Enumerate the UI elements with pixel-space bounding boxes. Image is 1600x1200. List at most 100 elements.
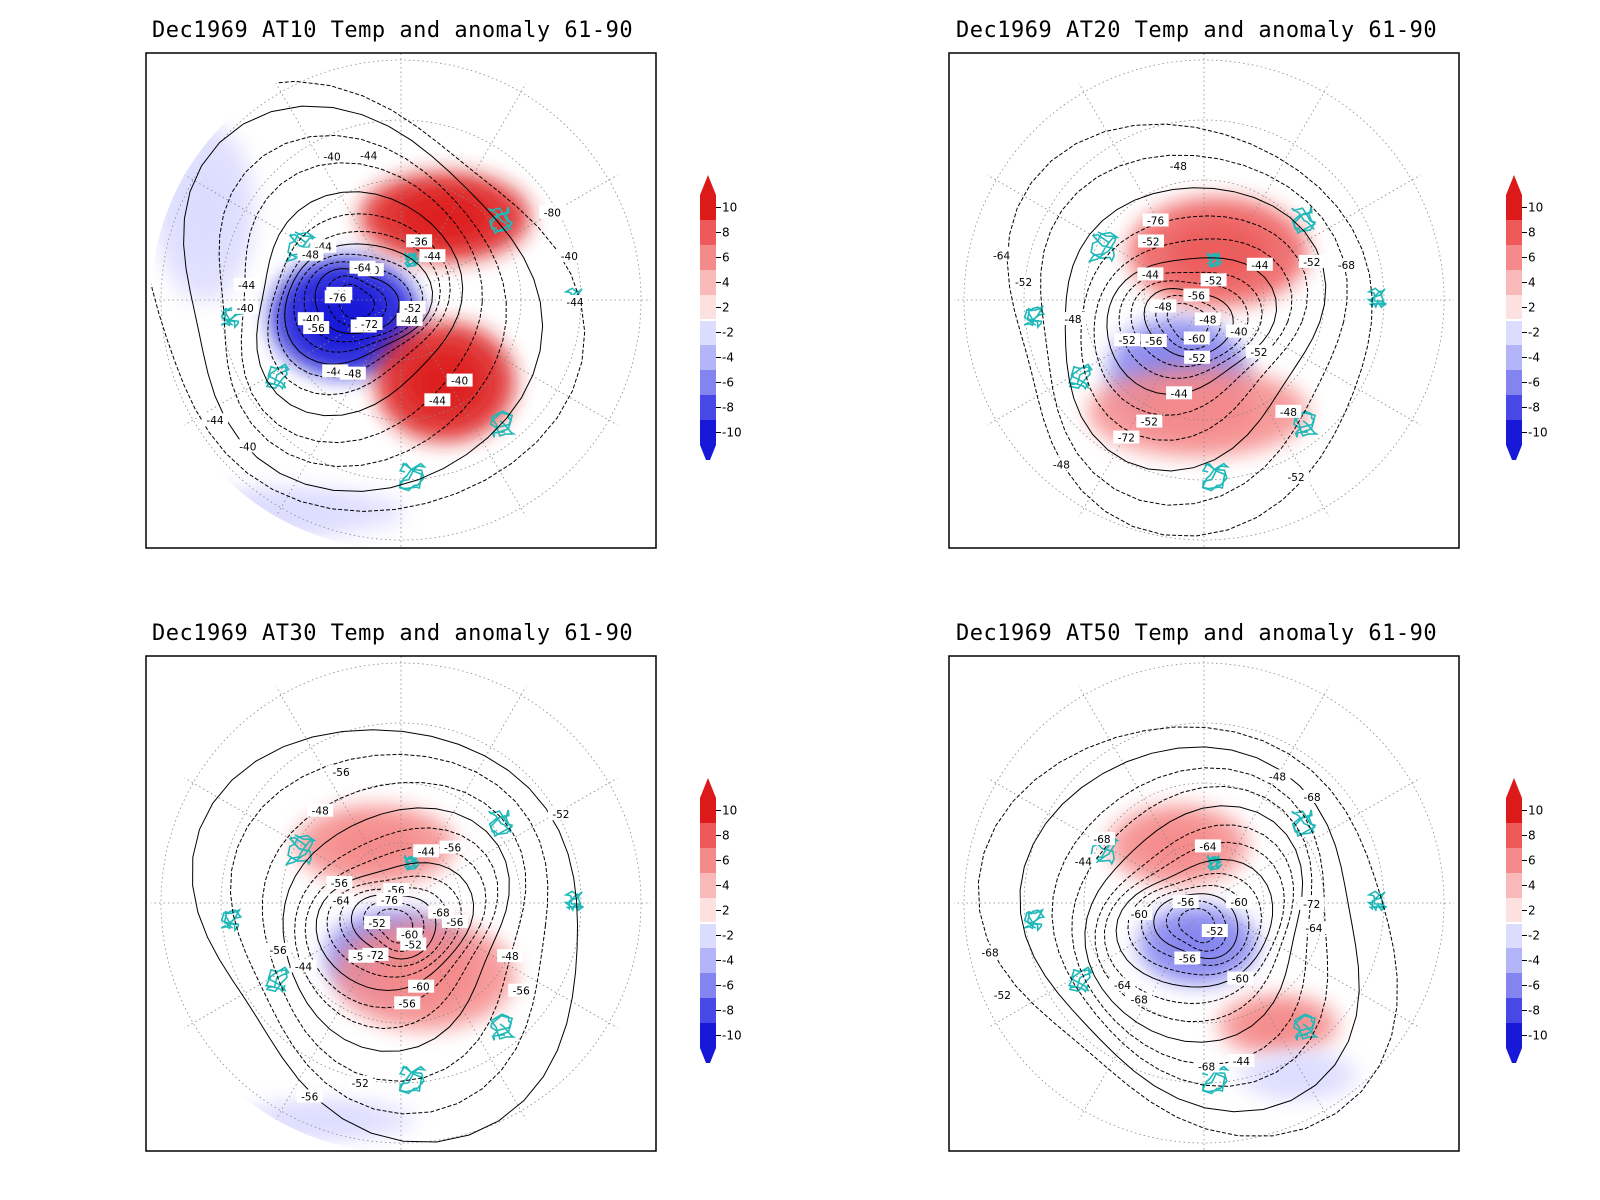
- isotherm: [1118, 271, 1263, 379]
- colorbar-label: -8: [1528, 401, 1540, 415]
- isotherm: [293, 253, 424, 353]
- contour-label-bg: [977, 945, 1004, 959]
- contour-label: -64: [333, 896, 350, 908]
- contour-label: -56: [301, 1092, 318, 1104]
- colorbar-label: 4: [722, 276, 730, 290]
- contour-label: -56: [270, 945, 287, 957]
- colorbar-label: -10: [722, 426, 742, 440]
- contour-label: -52: [1206, 926, 1223, 938]
- colorbar-swatch: [700, 220, 716, 245]
- contour-label: -76: [381, 895, 398, 907]
- contour-label-bg: [319, 149, 346, 163]
- isotherm: [183, 105, 544, 492]
- contour-label: -44: [401, 315, 418, 327]
- colorbar-swatch: [1506, 923, 1522, 948]
- contour-label: -44: [206, 415, 223, 427]
- isotherm: [1071, 785, 1313, 1065]
- contour-label-bg: [339, 366, 366, 380]
- colorbar-swatch: [1506, 998, 1522, 1023]
- contour-label: -40: [561, 251, 578, 263]
- contour-label: -44: [429, 395, 446, 407]
- cold-anomaly-core: [219, 498, 351, 526]
- contour-label: -60: [1232, 974, 1249, 986]
- colorbar-min-arrow: [700, 1048, 716, 1063]
- isotherm: [294, 827, 499, 1030]
- colorbar-max-arrow: [700, 175, 716, 195]
- contour-label-bg: [539, 205, 566, 219]
- warm-anomaly-core: [1139, 823, 1217, 867]
- contour-label-bg: [307, 803, 334, 817]
- map-frame: [948, 655, 1460, 1152]
- colorbar-label: 2: [1528, 904, 1536, 918]
- contour-label: -48: [344, 369, 361, 381]
- colorbar-swatch: [1506, 420, 1522, 445]
- warm-anomaly-core: [331, 823, 419, 867]
- contour-label: -44: [295, 961, 312, 973]
- colorbar-swatch: [700, 948, 716, 973]
- graticule: [151, 655, 651, 1152]
- contour-label-bg: [424, 393, 451, 407]
- contour-label: -52: [1015, 277, 1032, 289]
- contour-label-bg: [364, 916, 391, 930]
- contour-labels: -56-56-56-56-56-56-56-56-56-56-52-52-52-…: [265, 764, 574, 1104]
- contour-label: -80: [544, 208, 561, 220]
- contour-label: -44: [418, 846, 435, 858]
- colorbar-swatch: [700, 998, 716, 1023]
- colorbar-label: -6: [1528, 376, 1540, 390]
- colorbar-zero-band: [700, 922, 716, 924]
- colorbar-label: -4: [722, 954, 734, 968]
- contour-label-bg: [1201, 924, 1228, 937]
- isotherm: [1165, 900, 1227, 952]
- map-disk: -68-68-68-68-64-64-64-60-60-60-56-56-52-…: [954, 655, 1454, 1152]
- isotherm: [267, 213, 451, 396]
- contour-label-bg: [296, 1089, 323, 1103]
- contour-label: -52: [1142, 237, 1159, 249]
- contour-label: -68: [1198, 1062, 1215, 1074]
- coastlines: [1023, 206, 1388, 492]
- isotherm: [1153, 893, 1239, 960]
- colorbar-swatch: [700, 295, 716, 320]
- colorbar-swatch: [700, 898, 716, 923]
- contour-label-bg: [1070, 854, 1097, 868]
- colorbar-swatch: [700, 798, 716, 823]
- isotherm: [1140, 884, 1250, 966]
- panel-title-at10: Dec1969 AT10 Temp and anomaly 61-90: [152, 18, 634, 43]
- contour-label: -48: [1199, 314, 1216, 326]
- contour-label-bg: [265, 942, 292, 956]
- contour-label-bg: [1264, 769, 1291, 783]
- contour-label-bg: [1114, 333, 1141, 347]
- contour-label-bg: [234, 439, 261, 453]
- contour-label: -44: [238, 280, 255, 292]
- cold-anomaly-core: [275, 1109, 375, 1131]
- colorbar-label: -10: [1528, 1029, 1548, 1043]
- graticule: [954, 52, 1454, 549]
- contour-label: -56: [333, 767, 350, 779]
- colorbar-label: 6: [722, 854, 730, 868]
- contour-label: -68: [1093, 834, 1110, 846]
- contour-label: -52: [994, 990, 1011, 1002]
- colorbar-label: -8: [722, 401, 734, 415]
- contour-label: -48: [1280, 407, 1297, 419]
- contour-label: -52: [1141, 417, 1158, 429]
- contour-label-bg: [1089, 832, 1115, 845]
- contour-label: -40: [239, 441, 256, 453]
- colorbar-max-arrow: [700, 778, 716, 798]
- contour-label: -52: [1205, 275, 1222, 287]
- map-frame: [948, 52, 1460, 549]
- warm-anomaly-core: [1245, 1008, 1311, 1042]
- colorbar-swatch: [1506, 823, 1522, 848]
- contour-label: -56: [513, 986, 530, 998]
- contour-label: -44: [1075, 856, 1092, 868]
- isotherm: [1155, 294, 1222, 351]
- isotherm: [1127, 872, 1262, 976]
- contour-label: -44: [566, 297, 583, 309]
- contour-label-bg: [562, 295, 588, 308]
- contour-label: -44: [1233, 1056, 1250, 1068]
- colorbar-label: 8: [722, 829, 730, 843]
- contour-label-bg: [497, 949, 524, 963]
- isotherm: [339, 887, 449, 967]
- contour-label-bg: [446, 373, 473, 387]
- contour-label-bg: [1166, 386, 1193, 400]
- warm-anomaly-core: [1137, 387, 1259, 437]
- contour-label-bg: [362, 947, 389, 961]
